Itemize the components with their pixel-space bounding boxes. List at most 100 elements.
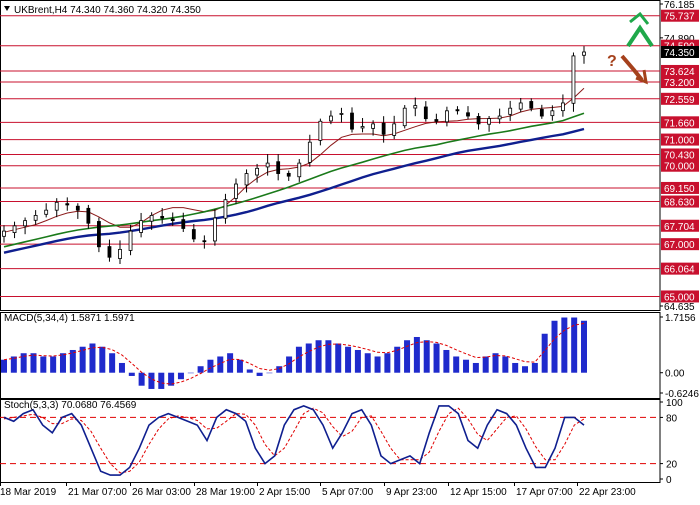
macd-bar [109,353,116,373]
macd-bar [522,366,529,373]
time-tick-label: 22 Apr 23:00 [579,487,636,498]
moving-averages [3,87,585,254]
level-price-label: 67.000 [664,240,695,251]
candle-body [265,162,270,168]
macd-bar [315,340,322,373]
macd-tick-label: 0.00 [665,369,685,380]
macd-bar [266,372,273,374]
macd-bar [20,353,27,373]
candle-body [360,126,365,129]
time-tick-label: 9 Apr 23:00 [386,487,438,498]
level-price-box [661,64,699,77]
candle-body [508,107,513,115]
price-axis-labels: 76.18575.73774.89074.59074.35073.62473.2… [660,0,699,313]
level-price-box [661,181,699,194]
candle-body [244,173,249,186]
macd-bar [227,353,234,373]
candle-body [529,101,534,109]
brown-down-arrow-head [635,69,648,85]
candle-body [307,141,312,163]
macd-bar [335,343,342,373]
stoch-tick-label: 100 [666,398,683,409]
stoch-tick-label: 0 [666,475,672,486]
candle-body [86,207,91,224]
candle-body [434,119,439,122]
macd-bar [443,349,450,373]
macd-bar [286,356,293,373]
macd-bar [40,356,47,373]
candle-body [466,112,470,117]
candle-body [202,240,207,243]
candle-body [423,106,428,120]
level-price-label: 65.000 [664,292,695,303]
candlesticks [2,46,586,265]
macd-bar [394,346,401,373]
panel-frame [0,399,661,483]
macd-bar [541,333,548,373]
time-axis: 18 Mar 2019 21 Mar 07:00 26 Mar 03:00 28 Ma… [0,482,636,498]
candle-body [234,183,238,199]
macd-bar [276,366,283,373]
level-price-box [661,159,699,172]
time-tick-label: 17 Apr 07:00 [516,487,573,498]
time-tick-label: 2 Apr 15:00 [259,487,311,498]
candle-body [518,102,523,110]
stoch-tick-label: 80 [666,413,678,424]
macd-bar [345,346,352,373]
macd-bar [138,372,145,386]
macd-bar [423,340,430,373]
candle-body [402,107,407,127]
level-price-box [661,290,699,303]
time-tick-label: 28 Mar 19:00 [196,487,255,498]
level-price-box [661,195,699,208]
macd-bar [413,336,420,373]
candle-body [191,229,196,240]
macd-bar [492,353,499,373]
candle-body [33,214,38,221]
level-price-box [661,76,699,89]
level-price-box [661,238,699,251]
candle-body [97,221,101,248]
candle-body [286,172,291,177]
macd-bar [256,372,263,376]
candle-body [118,248,122,259]
candle-body [318,120,323,141]
macd-bar [374,356,381,373]
stoch-panel: 100 80 20 0 [0,398,683,486]
macd-bar [69,349,76,373]
macd-signal-line [3,322,585,385]
question-mark-icon: ? [607,53,617,70]
ma-line-1 [3,87,585,233]
price-tick-label: 64.635 [664,302,695,313]
stoch-header: Stoch(5,3,3) 70.0680 76.4569 [4,400,137,411]
candle-body [23,220,27,227]
level-price-label: 75.737 [664,12,695,23]
candle-body [350,112,354,130]
candle-body [255,167,259,176]
macd-bar [246,369,253,373]
chart-header: UKBrent,H4 74.340 74.360 74.320 74.350 [14,5,201,16]
candle-body [170,218,175,222]
macd-bar [187,372,194,374]
ma-line-2 [3,112,585,248]
level-price-label: 73.624 [664,67,695,78]
current-price-box [661,45,699,58]
macd-bar [30,353,37,373]
macd-bar [561,317,568,373]
candle-body [75,205,80,211]
green-up-arrow-head [629,11,650,25]
level-price-label: 71.660 [664,118,695,129]
panel-frames [0,0,661,483]
dropdown-triangle-icon [4,6,10,11]
time-tick-label: 26 Mar 03:00 [132,487,191,498]
candle-body [181,219,186,229]
macd-bar [433,343,440,373]
level-price-box [661,133,699,146]
time-tick-label: 21 Mar 07:00 [68,487,127,498]
macd-bar [89,343,96,373]
macd-bar [472,362,479,373]
candle-body [445,110,449,123]
macd-bar [207,359,214,373]
level-price-box [661,148,699,161]
